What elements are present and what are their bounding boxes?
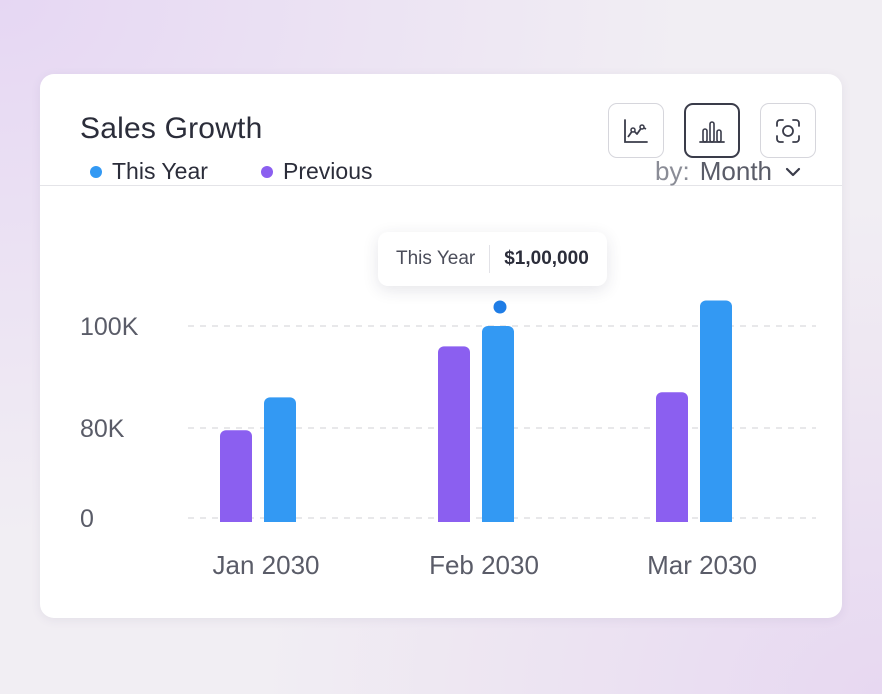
highlight-marker bbox=[493, 300, 507, 314]
bar-this-year bbox=[264, 397, 296, 522]
bar-previous bbox=[220, 430, 252, 522]
line-chart-icon bbox=[624, 118, 648, 143]
legend-label-previous: Previous bbox=[283, 158, 373, 184]
chevron-down-icon bbox=[785, 167, 801, 176]
bar-chart-button[interactable] bbox=[684, 103, 740, 158]
legend-dot-this-year bbox=[90, 165, 102, 178]
y-tick-label: 0 bbox=[80, 505, 94, 533]
group-by-prefix: by: bbox=[655, 156, 690, 186]
group-by-value: Month bbox=[699, 156, 772, 186]
x-tick-label: Mar 2030 bbox=[647, 550, 757, 580]
screenshot-icon bbox=[776, 118, 800, 143]
legend-this-year[interactable]: This Year bbox=[90, 158, 208, 185]
legend-label-this-year: This Year bbox=[112, 158, 208, 184]
x-tick-label: Feb 2030 bbox=[429, 550, 539, 580]
card-title: Sales Growth bbox=[80, 112, 263, 145]
y-tick-label: 80K bbox=[80, 415, 125, 443]
bar-previous bbox=[438, 346, 470, 522]
group-by-select[interactable]: by: Month bbox=[655, 156, 804, 187]
bar-this-year bbox=[700, 300, 732, 522]
legend-previous[interactable]: Previous bbox=[261, 158, 372, 185]
x-tick-label: Jan 2030 bbox=[213, 550, 320, 580]
line-chart-button[interactable] bbox=[608, 103, 664, 158]
bar-chart-icon bbox=[699, 120, 725, 143]
tooltip-divider bbox=[489, 245, 491, 273]
card-header: Sales Growth bbox=[40, 74, 842, 186]
bar-previous bbox=[656, 392, 688, 522]
y-tick-label: 100K bbox=[80, 313, 139, 341]
legend-dot-previous bbox=[261, 165, 273, 178]
chart-tooltip: This Year $1,00,000 bbox=[378, 232, 607, 286]
bar-this-year bbox=[482, 326, 514, 522]
screenshot-button[interactable] bbox=[760, 103, 816, 158]
tooltip-series: This Year bbox=[396, 248, 476, 269]
tooltip-value: $1,00,000 bbox=[504, 248, 589, 269]
